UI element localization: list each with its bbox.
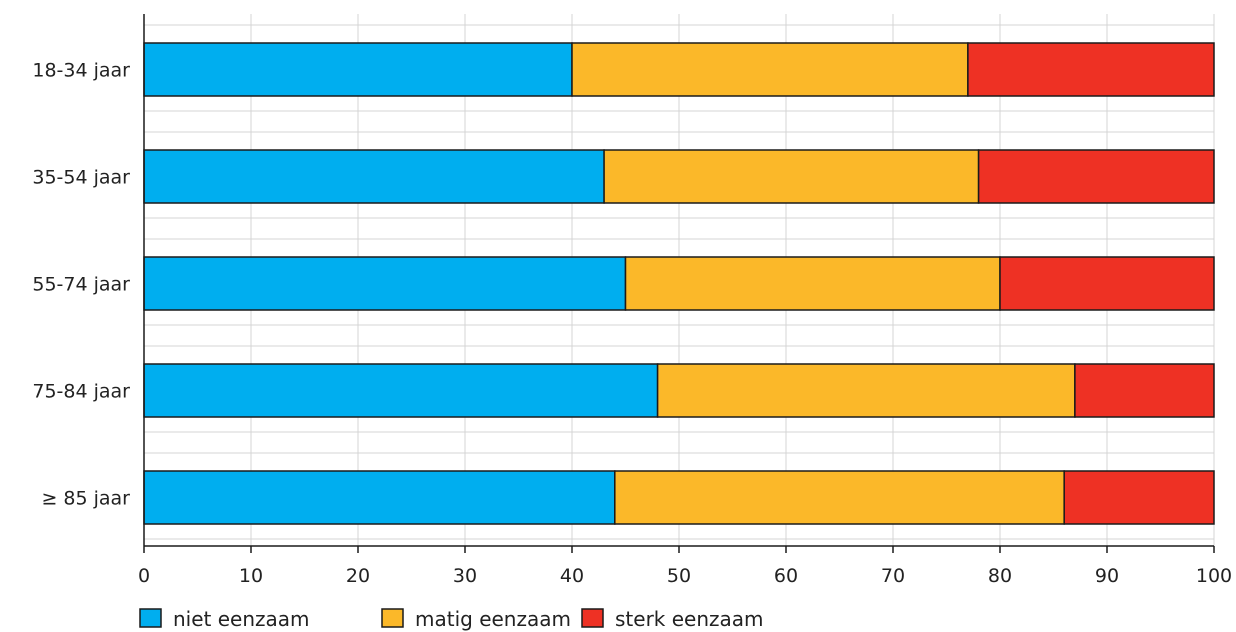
bar-segment [977, 149, 1215, 204]
legend-swatch [139, 608, 162, 628]
bar-segment [614, 470, 1065, 525]
x-tick-label: 60 [774, 565, 798, 587]
x-tick-label: 100 [1196, 565, 1232, 587]
bars [143, 42, 1215, 525]
bar-segment [143, 470, 616, 525]
x-tick-label: 30 [453, 565, 477, 587]
bar-segment [143, 42, 573, 97]
bar-segment [603, 149, 980, 204]
x-tick-label: 90 [1095, 565, 1119, 587]
category-label: 75-84 jaar [32, 381, 130, 403]
x-tick-label: 10 [239, 565, 263, 587]
category-label: ≥ 85 jaar [41, 488, 130, 510]
bar-segment [571, 42, 969, 97]
legend-swatch [381, 608, 404, 628]
x-tick-label: 0 [138, 565, 150, 587]
bar-segment [656, 363, 1076, 418]
x-tick-label: 80 [988, 565, 1012, 587]
bar-segment [1074, 363, 1215, 418]
x-tick-label: 20 [346, 565, 370, 587]
bar-segment [1063, 470, 1215, 525]
bar-segment [967, 42, 1215, 97]
bar-segment [143, 149, 605, 204]
x-tick-label: 50 [667, 565, 691, 587]
category-labels: 18-34 jaar 35-54 jaar 55-74 jaar 75-84 jaar… [32, 60, 130, 510]
axes [143, 14, 1215, 553]
legend-swatch [581, 608, 604, 628]
bar-segment [999, 256, 1215, 311]
legend-label: matig eenzaam [415, 607, 571, 631]
x-tick-label: 40 [560, 565, 584, 587]
category-label: 18-34 jaar [32, 60, 130, 82]
category-label: 55-74 jaar [32, 274, 130, 296]
legend: niet eenzaam matig eenzaam sterk eenzaam [139, 607, 764, 631]
x-tick-label: 70 [881, 565, 905, 587]
bar-segment [143, 256, 627, 311]
legend-label: niet eenzaam [173, 607, 310, 631]
bar-segment [624, 256, 1001, 311]
category-label: 35-54 jaar [32, 167, 130, 189]
legend-label: sterk eenzaam [615, 607, 764, 631]
x-tick-labels: 0 10 20 30 40 50 60 70 80 90 100 [138, 565, 1232, 587]
bar-segment [143, 363, 659, 418]
